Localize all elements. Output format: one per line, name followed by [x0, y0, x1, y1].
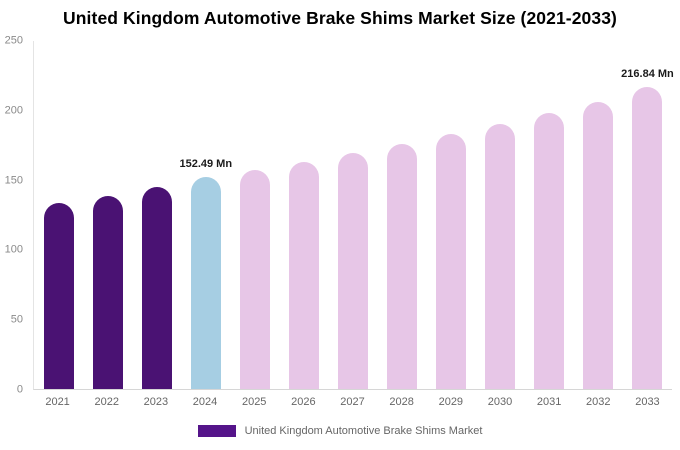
legend: United Kingdom Automotive Brake Shims Ma…: [0, 425, 680, 437]
legend-label: United Kingdom Automotive Brake Shims Ma…: [244, 425, 483, 437]
chart-title: United Kingdom Automotive Brake Shims Ma…: [63, 8, 617, 28]
bar-2024: [190, 176, 221, 389]
legend-swatch-icon: [197, 425, 236, 437]
x-tick-label-2029: 2029: [438, 396, 464, 408]
bar-column-2021: [34, 41, 83, 389]
bar-column-2022: [83, 41, 132, 389]
y-tick-label-250: 250: [4, 34, 23, 47]
bar-2025: [239, 169, 270, 389]
x-tick-label-2028: 2028: [389, 396, 414, 408]
bar-2026: [288, 161, 319, 389]
bar-2023: [141, 186, 172, 389]
bar-2030: [485, 123, 516, 389]
bar-value-label-2024: 152.49 Mn: [179, 157, 233, 170]
plot-area: 152.49 Mn 216.84 Mn: [33, 41, 674, 390]
y-axis: 0 50 100 150 200 250: [0, 35, 30, 395]
x-tick-label-2026: 2026: [291, 396, 316, 408]
x-tick-label-2033: 2033: [635, 396, 660, 408]
x-tick-label-2027: 2027: [340, 396, 365, 408]
bar-column-2029: [427, 41, 476, 389]
bar-2032: [583, 101, 614, 389]
y-tick-label-200: 200: [4, 104, 23, 117]
x-tick-label-2025: 2025: [241, 396, 267, 408]
bar-value-label-2033: 216.84 Mn: [621, 68, 674, 81]
bar-column-2033: 216.84 Mn: [621, 41, 674, 389]
bar-column-2026: [279, 41, 328, 389]
bar-column-2030: [476, 41, 525, 389]
x-tick-label-2032: 2032: [586, 396, 611, 408]
bar-2021: [43, 203, 74, 389]
x-tick-label-2024: 2024: [192, 396, 218, 408]
bar-column-2024: 152.49 Mn: [179, 41, 233, 389]
bar-column-2031: [525, 41, 574, 389]
bar-column-2028: [378, 41, 427, 389]
y-tick-label-100: 100: [4, 243, 23, 256]
bar-column-2027: [328, 41, 377, 389]
y-tick-label-150: 150: [4, 174, 23, 187]
bar-2028: [387, 143, 418, 389]
bar-2029: [436, 133, 467, 389]
bar-column-2023: [132, 41, 181, 389]
bar-column-2025: [230, 41, 279, 389]
bar-column-2032: [574, 41, 623, 389]
bar-2027: [338, 153, 368, 389]
x-tick-label-2022: 2022: [94, 396, 119, 408]
bar-2033: [632, 87, 663, 389]
bar-2031: [534, 113, 565, 389]
x-axis: 2021 2022 2023 2024 2025 2026 2027 2028 2029 2030…: [33, 396, 672, 408]
bar-2022: [92, 195, 123, 389]
x-tick-label-2030: 2030: [487, 396, 513, 408]
x-tick-label-2023: 2023: [143, 396, 169, 408]
x-tick-label-2021: 2021: [45, 396, 70, 408]
x-tick-label-2031: 2031: [536, 396, 562, 408]
y-tick-label-0: 0: [16, 383, 23, 396]
y-tick-label-50: 50: [10, 313, 23, 326]
